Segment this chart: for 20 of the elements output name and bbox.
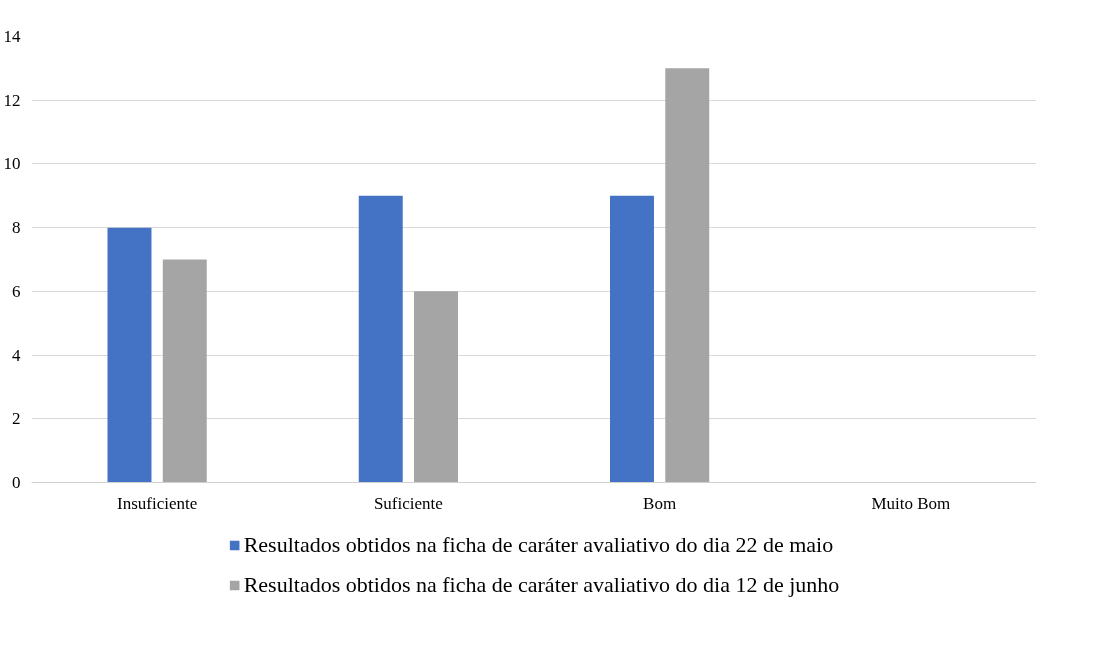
y-tick-label: 10 [3,154,21,174]
legend-label: Resultados obtidos na ficha de caráter avaliativo do dia 12 de junho [243,572,840,598]
y-tick-label: 14 [3,27,21,46]
y-tick-label: 6 [12,281,21,301]
bar [414,291,458,483]
x-tick-label: Insuficiente [117,493,198,513]
y-tick-label: 12 [3,90,21,110]
x-tick-label: Bom [643,493,677,513]
y-tick-label: 4 [12,345,21,365]
bar [358,195,403,483]
bar [610,195,654,483]
y-tick-label: 0 [12,473,21,492]
x-tick-label: Suficiente [373,493,443,513]
y-tick-label: 2 [12,409,21,429]
bar [665,68,710,483]
legend-label: Resultados obtidos na ficha de caráter avaliativo do dia 22 de maio [243,532,834,558]
bar [162,259,207,483]
x-tick-label: Muito Bom [871,493,951,513]
bar [107,227,152,483]
y-tick-label: 8 [12,218,21,238]
